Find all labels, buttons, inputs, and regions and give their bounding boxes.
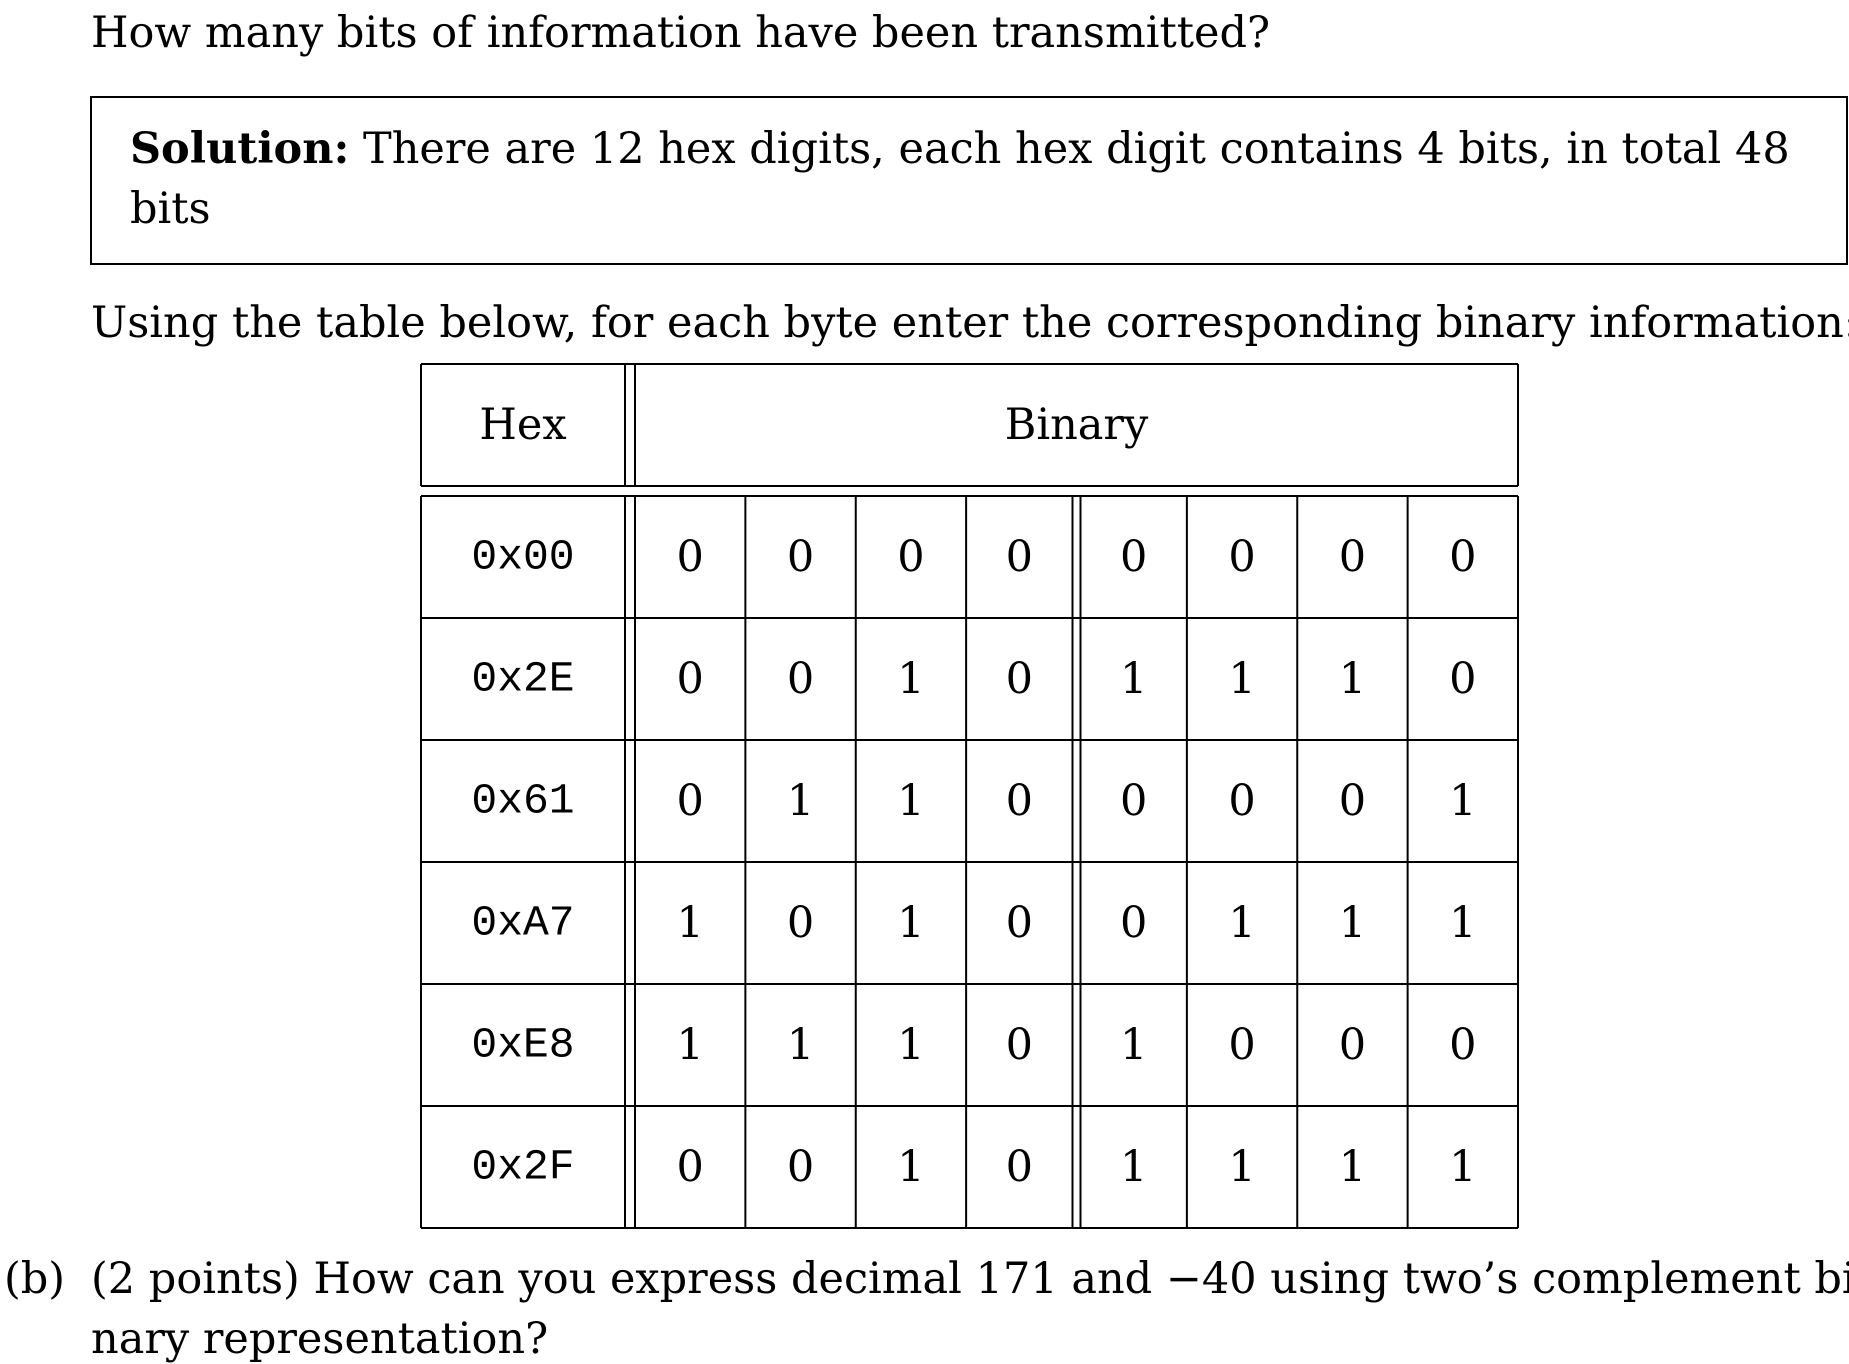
solution-text: There are 12 hex digits, each hex digit … — [363, 124, 1790, 174]
bit-cell: 1 — [1449, 776, 1476, 826]
bit-cell: 0 — [1006, 898, 1033, 948]
bit-cell: 0 — [1120, 532, 1147, 582]
binary-header: Binary — [1005, 400, 1149, 450]
bit-cell: 1 — [1228, 898, 1255, 948]
hex-cell: 0x2E — [471, 655, 574, 704]
bit-cell: 1 — [1449, 1142, 1476, 1192]
solution-label: Solution: — [130, 124, 350, 174]
bit-cell: 1 — [897, 898, 924, 948]
bit-cell: 1 — [897, 1142, 924, 1192]
hex-cell: 0x61 — [471, 777, 574, 826]
bit-cell: 0 — [1120, 898, 1147, 948]
bit-cell: 0 — [787, 654, 814, 704]
part-b-label: (b) — [4, 1254, 66, 1304]
bit-cell: 1 — [1120, 654, 1147, 704]
solution-text-continued: bits — [130, 184, 211, 234]
bit-cell: 1 — [787, 776, 814, 826]
bit-cell: 0 — [787, 1142, 814, 1192]
bit-cell: 1 — [1339, 654, 1366, 704]
solution-box: Solution: There are 12 hex digits, each … — [90, 96, 1848, 265]
bit-cell: 1 — [787, 1020, 814, 1070]
bit-cell: 0 — [1006, 1020, 1033, 1070]
bit-cell: 1 — [897, 1020, 924, 1070]
bit-cell: 0 — [1006, 1142, 1033, 1192]
part-b-question-continued: nary representation? — [91, 1314, 549, 1364]
bit-cell: 0 — [677, 776, 704, 826]
bit-cell: 1 — [1339, 1142, 1366, 1192]
bit-cell: 0 — [897, 532, 924, 582]
bit-cell: 0 — [1006, 532, 1033, 582]
hex-cell: 0x2F — [471, 1143, 574, 1192]
bit-cell: 1 — [897, 776, 924, 826]
bit-cell: 0 — [1228, 1020, 1255, 1070]
bit-cell: 0 — [1006, 654, 1033, 704]
bit-cell: 0 — [787, 898, 814, 948]
bit-cell: 0 — [1120, 776, 1147, 826]
question-text: How many bits of information have been t… — [91, 8, 1271, 58]
bit-cell: 1 — [1120, 1020, 1147, 1070]
part-b-question: (2 points) How can you express decimal 1… — [91, 1254, 1849, 1304]
bit-cell: 1 — [1228, 654, 1255, 704]
bit-cell: 1 — [1120, 1142, 1147, 1192]
hex-cell: 0x00 — [471, 533, 574, 582]
bit-cell: 0 — [1228, 776, 1255, 826]
bit-cell: 1 — [897, 654, 924, 704]
bit-cell: 0 — [1449, 654, 1476, 704]
bit-cell: 0 — [677, 654, 704, 704]
bit-cell: 0 — [787, 532, 814, 582]
bit-cell: 1 — [1228, 1142, 1255, 1192]
bit-cell: 0 — [1449, 1020, 1476, 1070]
bit-cell: 1 — [677, 1020, 704, 1070]
bit-cell: 0 — [1449, 532, 1476, 582]
bit-cell: 0 — [677, 532, 704, 582]
bit-cell: 0 — [677, 1142, 704, 1192]
bit-cell: 0 — [1228, 532, 1255, 582]
bit-cell: 0 — [1006, 776, 1033, 826]
solution-line-1: Solution: There are 12 hex digits, each … — [130, 128, 1790, 171]
bit-cell: 0 — [1339, 1020, 1366, 1070]
bit-cell: 1 — [1449, 898, 1476, 948]
bit-cell: 0 — [1339, 532, 1366, 582]
bit-cell: 0 — [1339, 776, 1366, 826]
hex-cell: 0xA7 — [471, 899, 574, 948]
hex-header: Hex — [479, 400, 566, 450]
bit-cell: 1 — [677, 898, 704, 948]
instruction-text: Using the table below, for each byte ent… — [91, 298, 1849, 348]
hex-cell: 0xE8 — [471, 1021, 574, 1070]
bit-cell: 1 — [1339, 898, 1366, 948]
